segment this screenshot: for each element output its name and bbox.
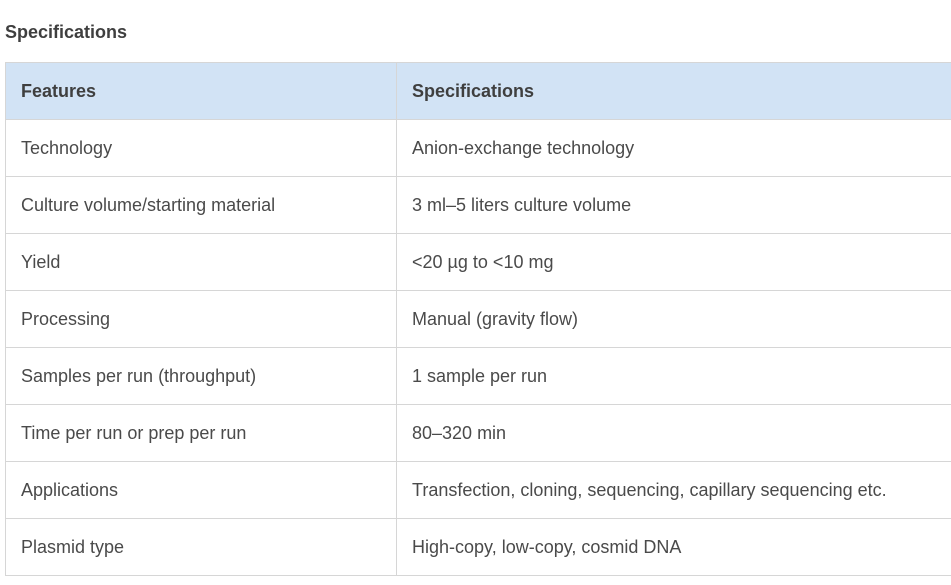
table-row: Samples per run (throughput) 1 sample pe… xyxy=(5,347,951,405)
header-features: Features xyxy=(5,62,397,120)
spec-cell: High-copy, low-copy, cosmid DNA xyxy=(396,518,951,576)
table-row: Time per run or prep per run 80–320 min xyxy=(5,404,951,462)
spec-cell: 80–320 min xyxy=(396,404,951,462)
spec-cell: Manual (gravity flow) xyxy=(396,290,951,348)
table-row: Technology Anion-exchange technology xyxy=(5,119,951,177)
table-row: Culture volume/starting material 3 ml–5 … xyxy=(5,176,951,234)
feature-cell: Technology xyxy=(5,119,397,177)
table-row: Yield <20 µg to <10 mg xyxy=(5,233,951,291)
table-header-row: Features Specifications xyxy=(5,62,951,120)
feature-cell: Yield xyxy=(5,233,397,291)
specifications-table: Features Specifications Technology Anion… xyxy=(5,62,951,576)
table-row: Applications Transfection, cloning, sequ… xyxy=(5,461,951,519)
feature-cell: Time per run or prep per run xyxy=(5,404,397,462)
spec-cell: Anion-exchange technology xyxy=(396,119,951,177)
spec-cell: Transfection, cloning, sequencing, capil… xyxy=(396,461,951,519)
spec-cell: 1 sample per run xyxy=(396,347,951,405)
spec-cell: 3 ml–5 liters culture volume xyxy=(396,176,951,234)
feature-cell: Processing xyxy=(5,290,397,348)
table-row: Processing Manual (gravity flow) xyxy=(5,290,951,348)
header-specifications: Specifications xyxy=(396,62,951,120)
feature-cell: Plasmid type xyxy=(5,518,397,576)
feature-cell: Culture volume/starting material xyxy=(5,176,397,234)
feature-cell: Applications xyxy=(5,461,397,519)
table-row: Plasmid type High-copy, low-copy, cosmid… xyxy=(5,518,951,576)
section-title: Specifications xyxy=(5,22,128,42)
feature-cell: Samples per run (throughput) xyxy=(5,347,397,405)
spec-cell: <20 µg to <10 mg xyxy=(396,233,951,291)
